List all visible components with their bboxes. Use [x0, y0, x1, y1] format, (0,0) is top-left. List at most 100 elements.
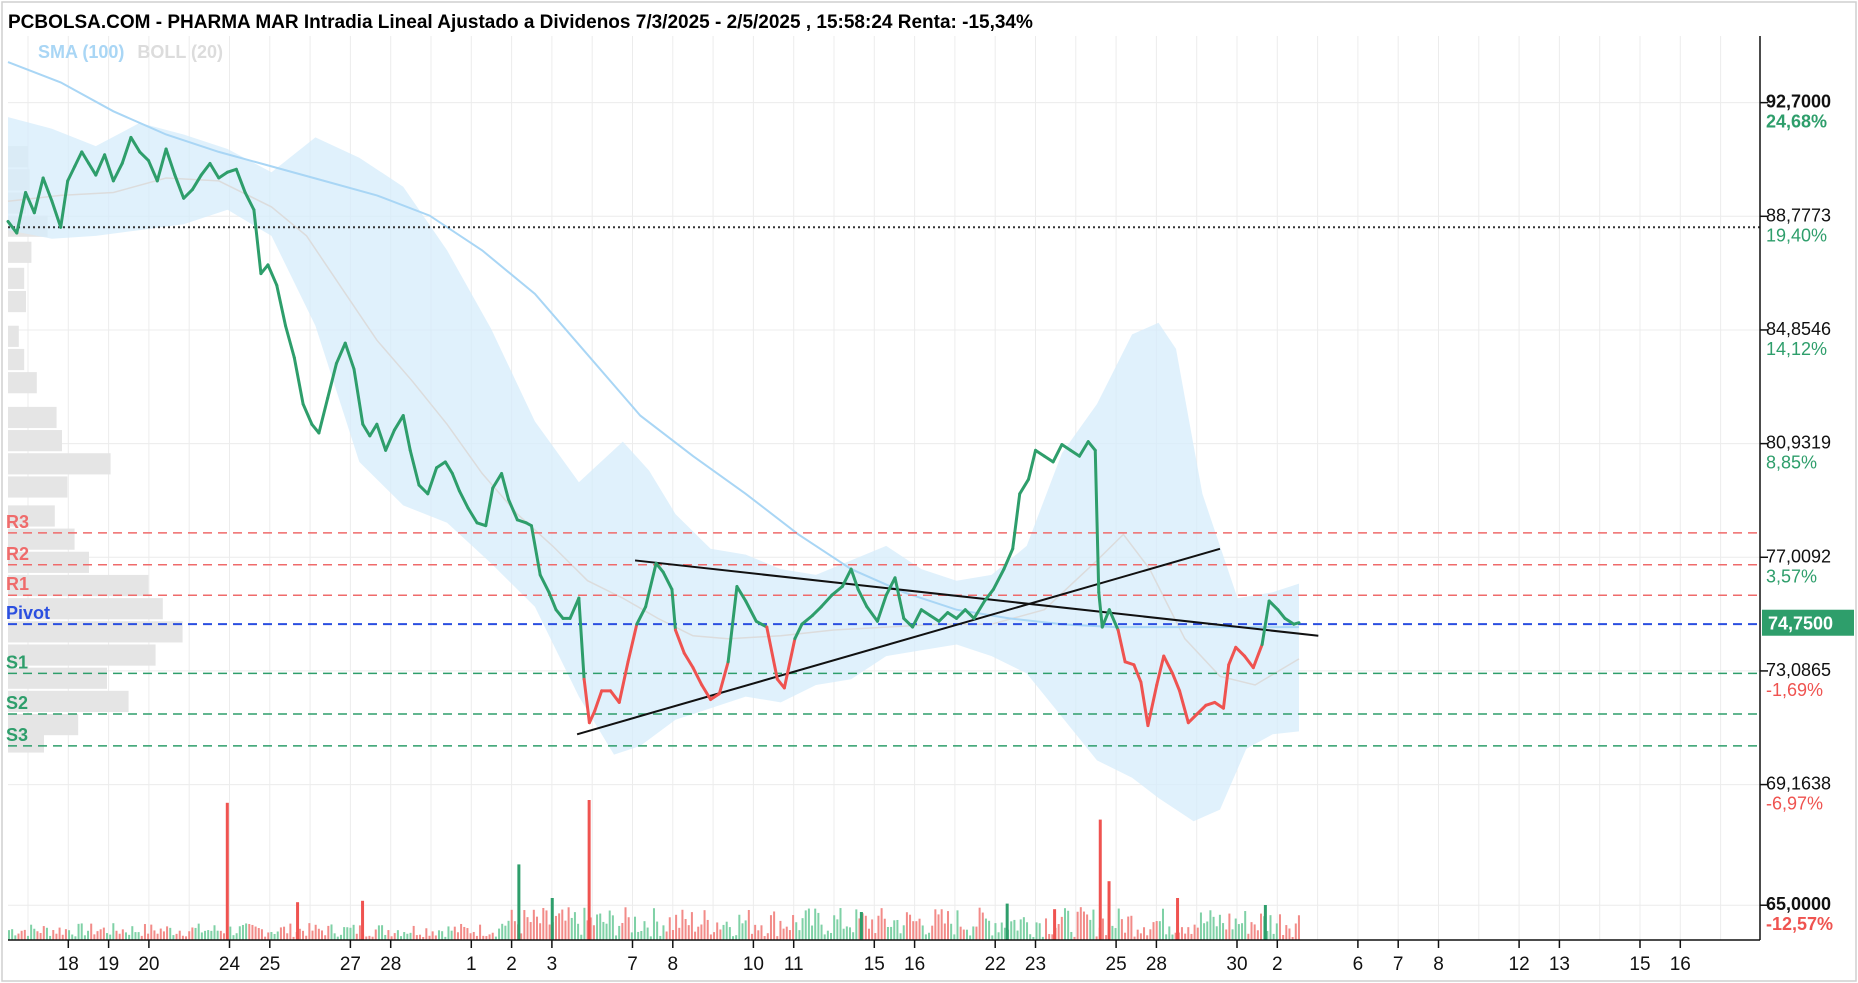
- price-tick-label: 65,0000: [1766, 894, 1831, 914]
- volume-bar: [1161, 908, 1164, 940]
- volume-bar: [883, 918, 886, 940]
- price-segment: [190, 173, 203, 192]
- volume-bar: [469, 933, 472, 940]
- volume-bar: [30, 924, 33, 940]
- volume-bar: [1045, 918, 1048, 940]
- volume-bar: [823, 934, 826, 940]
- volume-bar: [444, 936, 447, 940]
- volume-bar: [409, 932, 412, 940]
- price-segment: [1027, 448, 1038, 481]
- volume-bar: [567, 907, 570, 940]
- volume-bar: [662, 925, 665, 940]
- volume-bar: [156, 933, 159, 940]
- volume-bar: [950, 923, 953, 940]
- volume-bar: [1288, 928, 1291, 940]
- volume-bar: [1149, 929, 1152, 940]
- volume-bar: [728, 927, 731, 940]
- volume-bar: [200, 932, 203, 940]
- price-tick-label: 80,9319: [1766, 433, 1831, 453]
- time-tick-label: 20: [138, 954, 159, 975]
- price-segment: [1283, 616, 1296, 626]
- indicator-legend: SMA (100) BOLL (20): [38, 42, 223, 62]
- volume-bar: [839, 908, 842, 940]
- volume-bar: [1222, 923, 1225, 940]
- price-segment: [208, 161, 221, 180]
- volume-profile-bar: [8, 325, 19, 347]
- volume-bar: [814, 908, 817, 940]
- volume-bar: [207, 930, 210, 940]
- price-segment: [392, 414, 405, 432]
- volume-bar: [166, 926, 169, 940]
- volume-bar: [1003, 927, 1006, 940]
- volume-bar: [381, 925, 384, 940]
- volume-profile-bar: [8, 348, 25, 371]
- volume-bar: [867, 928, 870, 940]
- price-segment: [155, 147, 168, 183]
- sma-line: [7, 61, 1299, 629]
- volume-bar: [1114, 928, 1117, 940]
- volume-bar: [317, 928, 320, 940]
- volume-bar: [513, 921, 516, 940]
- volume-bar: [197, 923, 200, 940]
- volume-bar: [1215, 926, 1218, 940]
- price-segment: [217, 170, 230, 180]
- volume-bar: [561, 909, 564, 940]
- price-tick-percent: 19,40%: [1766, 225, 1827, 245]
- volume-profile-bar: [8, 505, 55, 527]
- price-segment: [691, 666, 704, 687]
- volume-bar: [472, 931, 475, 940]
- volume-bar: [520, 933, 523, 940]
- time-tick-label: 8: [668, 954, 679, 975]
- volume-bar: [671, 930, 674, 940]
- time-tick-label: 7: [627, 954, 638, 975]
- volume-bar: [577, 923, 580, 940]
- volume-bar: [387, 930, 390, 940]
- volume-bar: [428, 935, 431, 940]
- price-segment: [673, 628, 686, 655]
- volume-bar: [1038, 923, 1041, 940]
- price-segment: [1195, 703, 1208, 716]
- volume-bar: [121, 929, 124, 940]
- price-segment: [475, 521, 488, 528]
- volume-spike: [361, 900, 365, 940]
- volume-bar: [479, 924, 482, 940]
- volume-bar: [248, 924, 251, 940]
- price-tick-percent: 3,57%: [1766, 566, 1817, 586]
- volume-bar: [592, 925, 595, 940]
- volume-bar: [61, 934, 64, 940]
- price-segment: [66, 164, 77, 183]
- price-segment: [840, 567, 853, 589]
- price-segment: [1069, 448, 1081, 458]
- volume-bar: [106, 933, 109, 940]
- volume-bar: [314, 924, 317, 940]
- volume-bar: [874, 933, 877, 940]
- price-segment: [954, 608, 967, 620]
- price-segment: [928, 613, 941, 623]
- volume-bar: [52, 930, 55, 940]
- time-tick-label: 28: [380, 954, 401, 975]
- volume-bar: [709, 934, 712, 940]
- volume-bar: [245, 923, 248, 940]
- price-segment: [491, 472, 504, 490]
- volume-bar: [109, 934, 112, 940]
- price-segment: [1093, 448, 1101, 594]
- volume-bar: [637, 931, 640, 940]
- price-segment: [173, 173, 186, 200]
- volume-bar: [754, 924, 757, 940]
- price-segment: [670, 587, 677, 632]
- volume-bar: [928, 932, 931, 940]
- volume-bar: [213, 925, 216, 940]
- volume-bar: [437, 930, 440, 940]
- volume-bar: [599, 913, 602, 940]
- volume-bar: [415, 935, 418, 940]
- time-tick-label: 1: [466, 954, 477, 975]
- volume-bar: [842, 928, 845, 940]
- volume-bar: [732, 936, 735, 940]
- volume-bar: [20, 930, 23, 940]
- volume-bar: [305, 935, 308, 940]
- last-price-box: [1762, 609, 1854, 636]
- volume-bar: [254, 926, 257, 940]
- price-segment: [1034, 448, 1046, 458]
- volume-bar: [909, 914, 912, 940]
- price-segment: [682, 651, 695, 670]
